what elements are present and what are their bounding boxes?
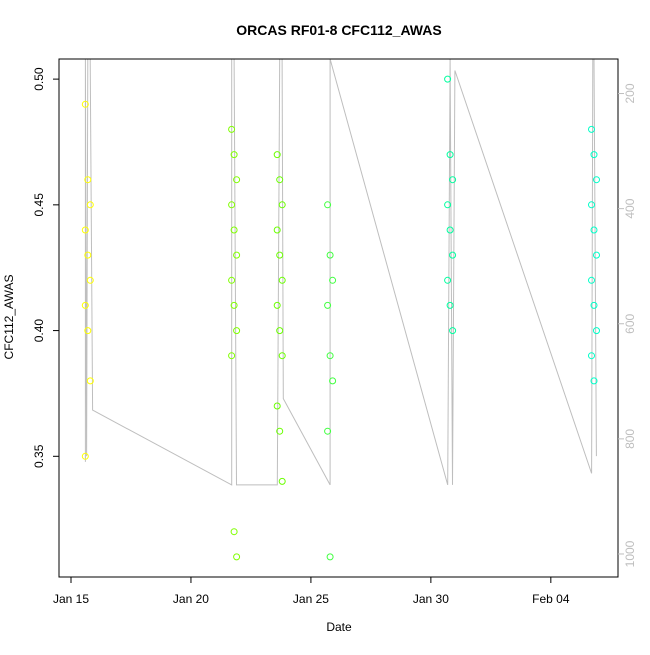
data-point-6-3	[593, 176, 600, 184]
data-point-1-7	[81, 301, 89, 309]
axis-layer: Jan 15 Jan 20 Jan 25 Jan 30 Feb 04 0.35 0.40 0.…	[32, 58, 637, 606]
data-point-6-4	[588, 201, 595, 209]
data-point-5-6	[449, 251, 457, 259]
data-point-6-9	[593, 327, 600, 335]
data-point-4-7	[324, 427, 332, 435]
data-point-5-9	[449, 327, 457, 335]
data-point-3-2	[276, 176, 284, 184]
data-point-5-4	[444, 201, 452, 209]
data-point-2-5	[230, 226, 238, 234]
data-point-4-2	[326, 251, 334, 259]
data-point-1-6	[86, 276, 94, 284]
x-tick-label-4: Jan 30	[413, 592, 449, 606]
flight-track-line	[84, 58, 597, 486]
data-point-1-8	[84, 327, 92, 335]
data-point-5-3	[449, 176, 457, 184]
x-axis-label: Date	[326, 620, 352, 634]
data-point-3-5	[276, 251, 284, 259]
data-point-4-4	[324, 301, 332, 309]
data-point-4-6	[329, 377, 337, 385]
data-point-4-8	[326, 553, 334, 561]
data-point-1-10	[81, 452, 89, 460]
x-tick-label-3: Jan 25	[293, 592, 329, 606]
data-point-1-9	[86, 377, 94, 385]
data-point-4-3	[329, 276, 337, 284]
data-point-2-6	[233, 251, 241, 259]
x-tick-label-1: Jan 15	[53, 592, 89, 606]
data-point-6-6	[593, 251, 600, 259]
data-point-4-5	[326, 352, 334, 360]
plot-layer	[81, 58, 600, 561]
data-point-1-5	[84, 251, 92, 259]
data-point-6-2	[590, 151, 598, 159]
data-point-2-1	[228, 125, 236, 133]
data-point-6-7	[588, 276, 595, 284]
data-point-5-1	[444, 75, 452, 83]
data-point-2-10	[228, 352, 236, 360]
data-point-4-1	[324, 201, 332, 209]
data-point-2-9	[233, 327, 241, 335]
data-point-2-12	[233, 553, 241, 561]
data-point-2-7	[228, 276, 236, 284]
y-tick-label-1: 0.35	[32, 444, 46, 468]
data-point-6-8	[590, 301, 598, 309]
data-point-3-12	[278, 477, 286, 485]
y2-tick-label-5: 1000	[623, 540, 637, 567]
y2-tick-label-1: 200	[623, 83, 637, 103]
chart-title: ORCAS RF01-8 CFC112_AWAS	[236, 22, 441, 38]
data-point-2-2	[230, 151, 238, 159]
data-point-6-10	[588, 352, 595, 360]
data-point-2-3	[233, 176, 241, 184]
data-point-2-4	[228, 201, 236, 209]
data-point-5-2	[446, 151, 454, 159]
data-point-6-11	[590, 377, 598, 385]
data-point-2-11	[230, 528, 238, 536]
data-point-1-1	[81, 100, 89, 108]
data-point-3-6	[278, 276, 286, 284]
data-point-3-1	[273, 151, 281, 159]
y-axis-label: CFC112_AWAS	[2, 275, 16, 360]
y-tick-label-4: 0.50	[32, 67, 46, 91]
data-point-5-7	[444, 276, 452, 284]
x-tick-label-2: Jan 20	[173, 592, 209, 606]
data-point-1-3	[86, 201, 94, 209]
y2-tick-label-4: 800	[623, 429, 637, 449]
data-point-3-7	[273, 301, 281, 309]
y2-tick-label-2: 400	[623, 198, 637, 218]
data-point-1-4	[81, 226, 89, 234]
data-point-5-5	[446, 226, 454, 234]
data-point-2-8	[230, 301, 238, 309]
data-point-1-2	[84, 176, 92, 184]
data-point-6-5	[590, 226, 598, 234]
y-tick-label-2: 0.40	[32, 319, 46, 343]
data-point-3-10	[273, 402, 281, 410]
data-point-3-11	[276, 427, 284, 435]
data-point-3-8	[276, 327, 284, 335]
y2-tick-label-3: 600	[623, 313, 637, 333]
data-point-5-8	[446, 301, 454, 309]
data-point-6-1	[588, 125, 595, 133]
data-point-3-9	[278, 352, 286, 360]
data-point-3-4	[273, 226, 281, 234]
y-tick-label-3: 0.45	[32, 193, 46, 217]
plot-frame	[58, 58, 619, 578]
data-point-3-3	[278, 201, 286, 209]
x-tick-label-5: Feb 04	[532, 592, 570, 606]
